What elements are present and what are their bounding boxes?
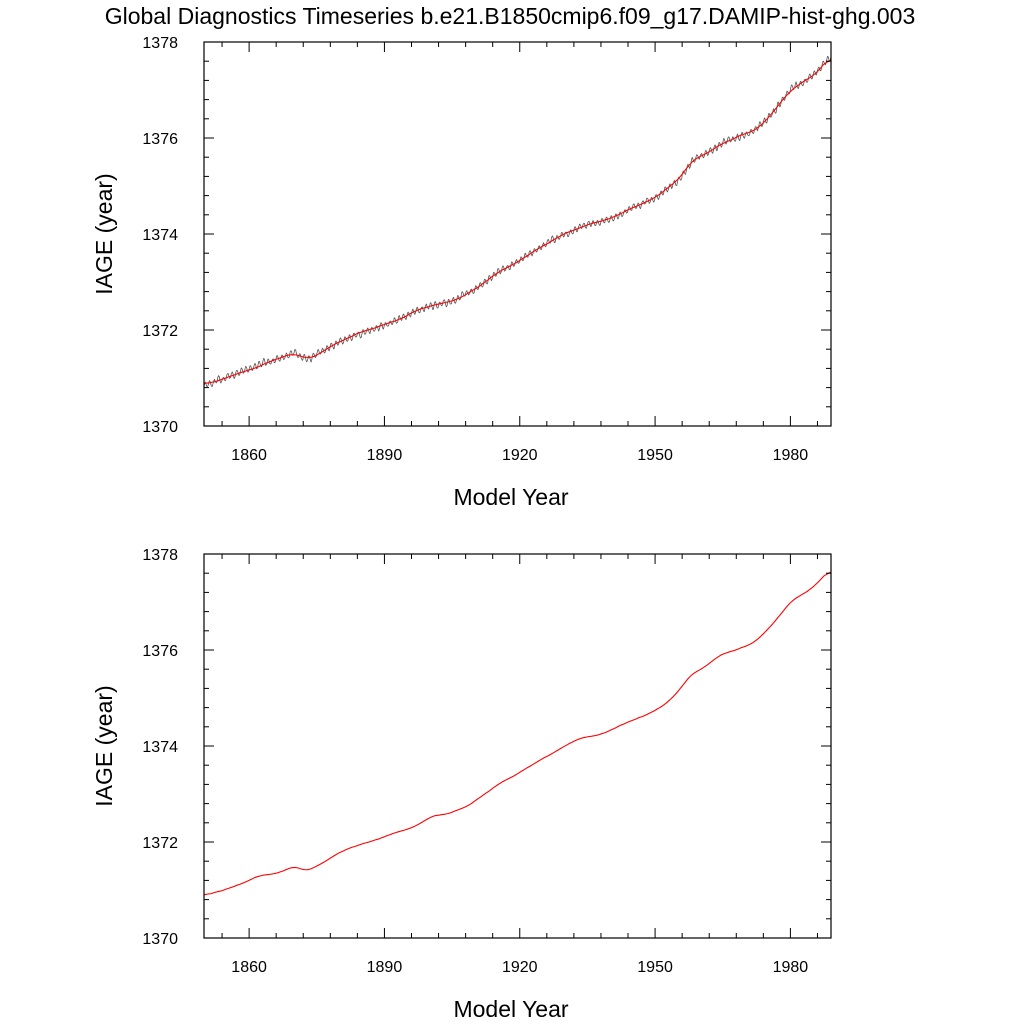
y-tick-label: 1378 — [142, 35, 178, 52]
figure-title: Global Diagnostics Timeseries b.e21.B185… — [105, 3, 916, 29]
bottom-panel: 1860 1890 1920 1950 1980 1370 1372 1374 1376 1378… — [91, 547, 832, 1022]
y-tick-label: 1376 — [142, 131, 178, 148]
x-tick-label: 1980 — [773, 959, 809, 976]
top-panel-tick-labels: 1860 1890 1920 1950 1980 1370 1372 1374 1376 1378 — [142, 35, 808, 464]
x-tick-label: 1890 — [367, 959, 403, 976]
series-line — [203, 55, 832, 388]
x-tick-label: 1920 — [502, 447, 538, 464]
y-tick-label: 1374 — [142, 739, 178, 756]
bottom-plot-frame — [203, 553, 832, 939]
y-tick-label: 1378 — [142, 547, 178, 564]
bottom-panel-marks — [203, 571, 832, 896]
x-tick-label: 1950 — [637, 447, 673, 464]
top-panel-marks — [203, 55, 832, 388]
series-line — [203, 571, 832, 896]
y-tick-label: 1374 — [142, 227, 178, 244]
x-tick-label: 1860 — [231, 447, 267, 464]
bottom-x-axis-title: Model Year — [453, 996, 568, 1022]
top-x-axis-title: Model Year — [453, 484, 568, 510]
x-tick-label: 1950 — [637, 959, 673, 976]
x-tick-label: 1860 — [231, 959, 267, 976]
bottom-panel-tick-labels: 1860 1890 1920 1950 1980 1370 1372 1374 1376 1378 — [142, 547, 808, 976]
series-line — [203, 59, 832, 384]
top-panel-ticks — [204, 41, 831, 427]
bottom-panel-ticks — [204, 553, 831, 939]
x-tick-label: 1890 — [367, 447, 403, 464]
y-tick-label: 1370 — [142, 931, 178, 948]
y-tick-label: 1376 — [142, 643, 178, 660]
x-tick-label: 1920 — [502, 959, 538, 976]
top-plot-frame — [203, 41, 832, 427]
top-panel: 1860 1890 1920 1950 1980 1370 1372 1374 1376 1378… — [91, 35, 832, 510]
top-y-axis-title: IAGE (year) — [91, 173, 117, 294]
y-tick-label: 1372 — [142, 835, 178, 852]
y-tick-label: 1370 — [142, 419, 178, 436]
y-tick-label: 1372 — [142, 323, 178, 340]
x-tick-label: 1980 — [773, 447, 809, 464]
bottom-y-axis-title: IAGE (year) — [91, 685, 117, 806]
